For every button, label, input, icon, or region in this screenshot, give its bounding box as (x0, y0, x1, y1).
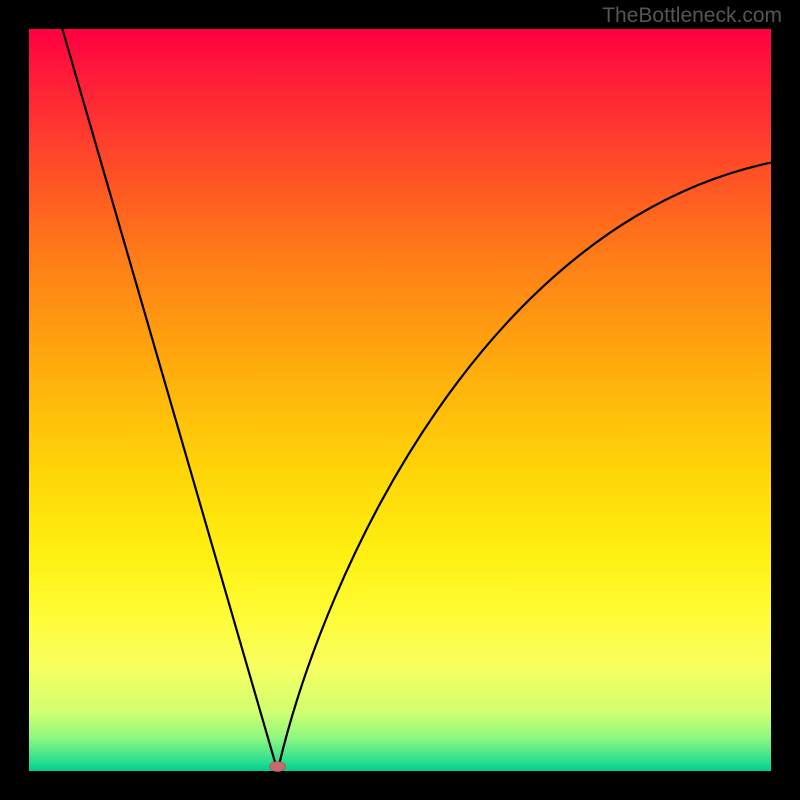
chart-frame: TheBottleneck.com (0, 0, 800, 800)
plot-background (29, 29, 771, 771)
notch-marker (270, 762, 286, 772)
bottleneck-chart (0, 0, 800, 800)
watermark-text: TheBottleneck.com (602, 4, 782, 28)
